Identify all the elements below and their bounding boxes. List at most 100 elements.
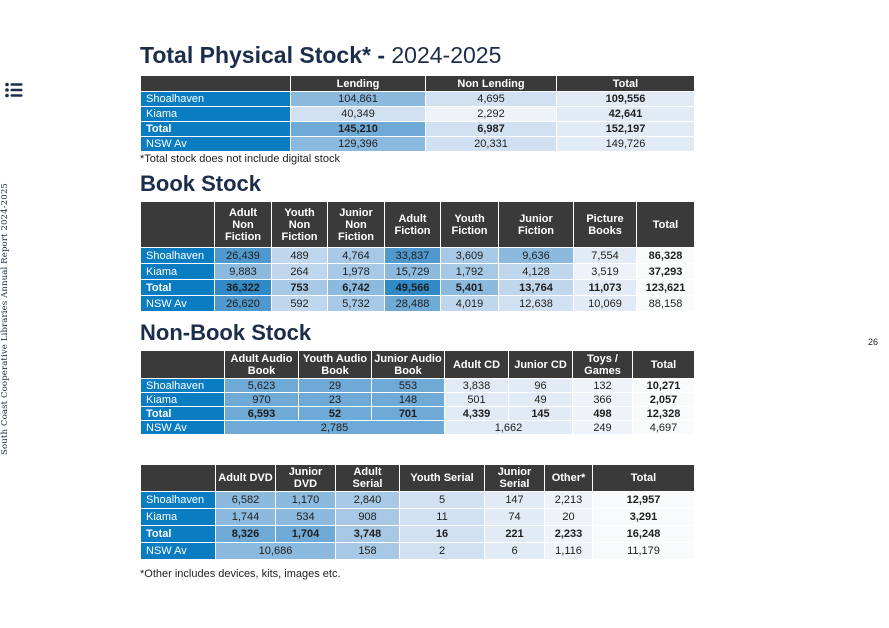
table-cell: 7,554 [573,247,637,264]
other-note: *Other includes devices, kits, images et… [140,568,341,580]
table-cell: 4,695 [425,91,557,107]
table-cell: 2,785 [224,420,445,435]
table-cell: 109,556 [556,91,695,107]
table-cell: 2,292 [425,106,557,122]
page-title: Total Physical Stock* - 2024-2025 [140,42,501,69]
table-cell: 1,792 [440,263,499,280]
header-cell: Adult Audio Book [224,350,299,379]
header-cell [140,350,225,379]
header-cell: Adult Non Fiction [214,201,272,248]
row-label: Kiama [140,106,291,122]
header-cell: Youth Non Fiction [271,201,328,248]
table-cell: 264 [271,263,328,280]
table-cell: 123,621 [636,279,695,296]
table-cell: 12,638 [498,295,574,312]
header-cell: Other* [544,464,593,492]
nonbook-stock-table: Adult Audio Book Youth Audio Book Junior… [140,350,695,435]
table-cell: 9,636 [498,247,574,264]
table-cell: 148 [371,392,445,407]
table-row: Shoalhaven 5,623 29 553 3,838 96 132 10,… [140,378,695,393]
table-cell: 147 [484,491,545,509]
header-cell: Picture Books [573,201,637,248]
table-row: Total 36,322 753 6,742 49,566 5,401 13,7… [140,279,695,296]
page-title-year: 2024-2025 [391,42,502,68]
table-cell: 96 [508,378,573,393]
row-label: Total [140,525,216,543]
table-cell: 5,732 [327,295,385,312]
header-cell: Youth Audio Book [298,350,372,379]
header-cell: Adult Fiction [384,201,441,248]
row-label: Shoalhaven [140,378,225,393]
header-cell: Adult CD [444,350,509,379]
table-cell: 1,662 [444,420,573,435]
table-row: Total 8,326 1,704 3,748 16 221 2,233 16,… [140,525,695,543]
row-label: Total [140,279,215,296]
table-cell: 6,582 [215,491,276,509]
header-cell: Total [592,464,695,492]
header-cell: Junior Non Fiction [327,201,385,248]
table-cell: 129,396 [290,136,426,152]
table-cell: 2 [399,542,485,560]
table-cell: 1,170 [275,491,336,509]
header-cell: Non Lending [425,75,557,92]
table-cell: 74 [484,508,545,526]
table-cell: 49 [508,392,573,407]
table-cell: 970 [224,392,299,407]
table-cell: 10,271 [632,378,695,393]
list-icon[interactable] [5,82,23,98]
table-row: NSW Av 129,396 20,331 149,726 [140,136,695,152]
table-cell: 221 [484,525,545,543]
row-label: NSW Av [140,420,225,435]
header-cell: Junior CD [508,350,573,379]
table-cell: 88,158 [636,295,695,312]
table-cell: 592 [271,295,328,312]
table-cell: 1,116 [544,542,593,560]
table-cell: 36,322 [214,279,272,296]
table-cell: 10,069 [573,295,637,312]
table-cell: 249 [572,420,633,435]
header-cell: Junior Audio Book [371,350,445,379]
table-cell: 40,349 [290,106,426,122]
table-cell: 3,519 [573,263,637,280]
table-cell: 12,328 [632,406,695,421]
table-cell: 5,401 [440,279,499,296]
header-cell: Youth Fiction [440,201,499,248]
table-cell: 16,248 [592,525,695,543]
header-cell: Lending [290,75,426,92]
table-row: NSW Av 10,686 158 2 6 1,116 11,179 [140,542,695,560]
header-cell: Total [632,350,695,379]
report-side-title: South Coast Cooperative Libraries Annual… [0,183,10,455]
table-cell: 145,210 [290,121,426,137]
table-cell: 2,213 [544,491,593,509]
physical-stock-table: Lending Non Lending Total Shoalhaven 104… [140,75,695,152]
table-cell: 42,641 [556,106,695,122]
table-cell: 9,883 [214,263,272,280]
row-label: Shoalhaven [140,491,216,509]
header-cell: Adult Serial [335,464,400,492]
table-cell: 132 [572,378,633,393]
header-cell: Adult DVD [215,464,276,492]
table-cell: 534 [275,508,336,526]
table-cell: 6,593 [224,406,299,421]
table-cell: 15,729 [384,263,441,280]
table-cell: 104,861 [290,91,426,107]
page-number: 26 [868,337,879,347]
physical-stock-note: *Total stock does not include digital st… [140,153,340,165]
nonbook-stock-heading: Non-Book Stock [140,320,312,345]
table-cell: 6,987 [425,121,557,137]
table-row: Kiama 40,349 2,292 42,641 [140,106,695,122]
table-cell: 553 [371,378,445,393]
table-cell: 158 [335,542,400,560]
table-cell: 1,978 [327,263,385,280]
book-stock-table: Adult Non Fiction Youth Non Fiction Juni… [140,201,695,312]
table-row: Total 145,210 6,987 152,197 [140,121,695,137]
table-cell: 23 [298,392,372,407]
header-cell: Total [556,75,695,92]
header-cell [140,201,215,248]
row-label: Total [140,406,225,421]
table-cell: 11,179 [592,542,695,560]
table-cell: 3,609 [440,247,499,264]
table-cell: 26,620 [214,295,272,312]
table-cell: 11 [399,508,485,526]
table-cell: 5,623 [224,378,299,393]
